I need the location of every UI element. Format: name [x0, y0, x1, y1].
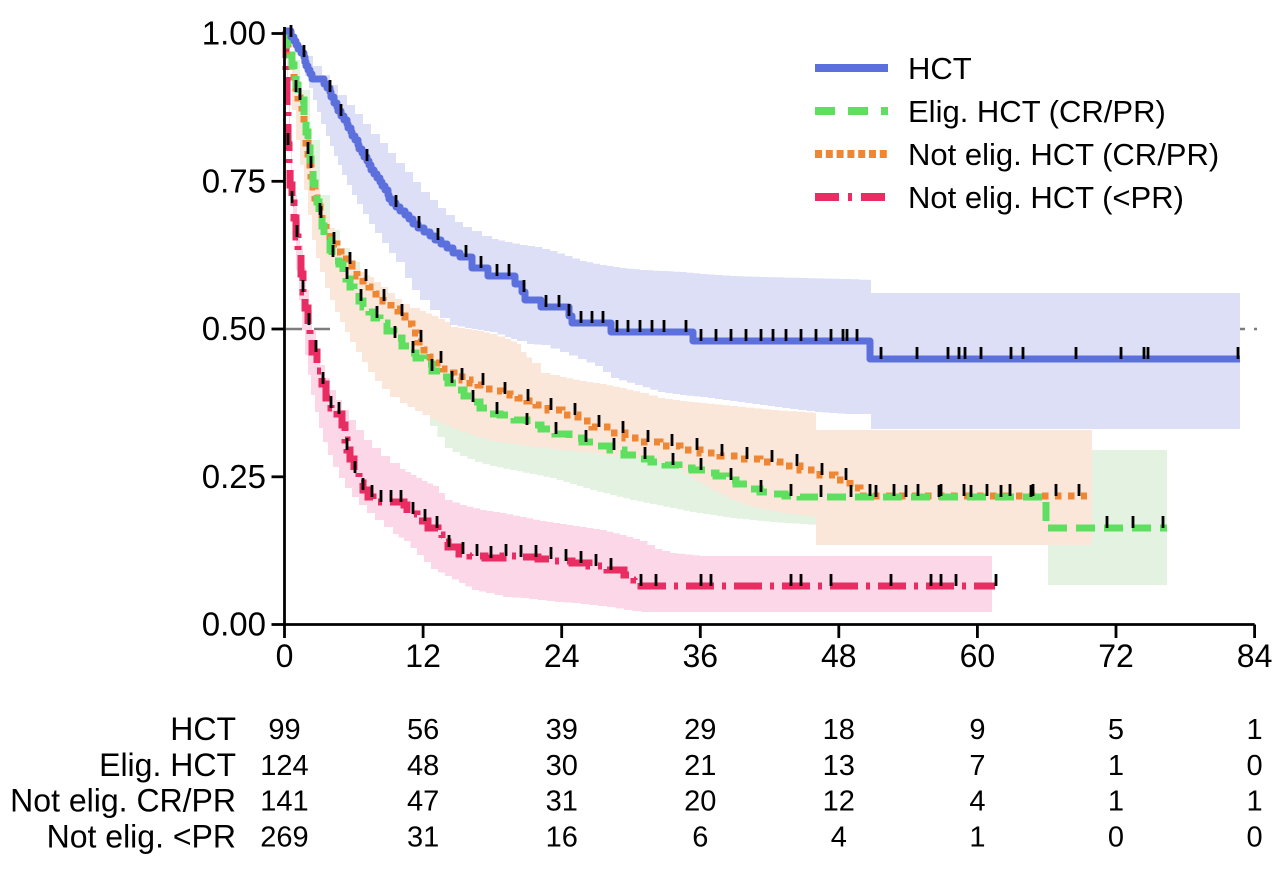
svg-text:Elig. HCT: Elig. HCT [99, 747, 236, 783]
svg-text:5: 5 [1108, 714, 1124, 746]
svg-text:99: 99 [268, 714, 300, 746]
svg-text:Not elig. HCT (CR/PR): Not elig. HCT (CR/PR) [908, 137, 1219, 172]
svg-text:0.50: 0.50 [202, 310, 266, 347]
svg-text:0.00: 0.00 [202, 606, 266, 643]
svg-text:47: 47 [407, 786, 439, 818]
svg-text:1: 1 [969, 821, 985, 853]
svg-text:21: 21 [684, 750, 716, 782]
svg-text:1: 1 [1108, 786, 1124, 818]
svg-text:HCT: HCT [170, 711, 236, 747]
svg-text:31: 31 [546, 786, 578, 818]
svg-text:18: 18 [823, 714, 855, 746]
svg-text:72: 72 [1098, 638, 1134, 674]
svg-text:6: 6 [692, 821, 708, 853]
svg-text:16: 16 [546, 821, 578, 853]
svg-text:30: 30 [546, 750, 578, 782]
svg-text:12: 12 [405, 638, 441, 674]
svg-text:1: 1 [1247, 714, 1263, 746]
svg-text:141: 141 [260, 786, 308, 818]
svg-text:36: 36 [683, 638, 719, 674]
svg-text:0: 0 [1108, 821, 1124, 853]
svg-text:0: 0 [276, 638, 294, 674]
svg-text:84: 84 [1237, 638, 1273, 674]
svg-text:29: 29 [684, 714, 716, 746]
svg-text:0.25: 0.25 [202, 458, 266, 495]
svg-text:13: 13 [823, 750, 855, 782]
svg-text:7: 7 [969, 750, 985, 782]
svg-text:Not elig. CR/PR: Not elig. CR/PR [10, 783, 236, 819]
svg-text:1.00: 1.00 [202, 15, 266, 52]
svg-text:124: 124 [260, 750, 308, 782]
svg-text:39: 39 [546, 714, 578, 746]
svg-text:0: 0 [1247, 750, 1263, 782]
svg-text:9: 9 [969, 714, 985, 746]
svg-text:4: 4 [831, 821, 847, 853]
svg-text:Not elig. <PR: Not elig. <PR [47, 818, 236, 854]
svg-text:48: 48 [821, 638, 857, 674]
svg-text:1: 1 [1108, 750, 1124, 782]
svg-text:60: 60 [960, 638, 996, 674]
svg-text:0: 0 [1247, 821, 1263, 853]
svg-text:56: 56 [407, 714, 439, 746]
svg-text:24: 24 [544, 638, 580, 674]
svg-text:4: 4 [969, 786, 985, 818]
svg-text:HCT: HCT [908, 51, 972, 86]
svg-text:12: 12 [823, 786, 855, 818]
svg-text:20: 20 [684, 786, 716, 818]
svg-text:48: 48 [407, 750, 439, 782]
svg-text:269: 269 [260, 821, 308, 853]
svg-text:Elig. HCT (CR/PR): Elig. HCT (CR/PR) [908, 94, 1166, 129]
svg-text:0.75: 0.75 [202, 162, 266, 199]
svg-text:Not elig. HCT (<PR): Not elig. HCT (<PR) [908, 180, 1184, 215]
svg-text:1: 1 [1247, 786, 1263, 818]
svg-text:31: 31 [407, 821, 439, 853]
